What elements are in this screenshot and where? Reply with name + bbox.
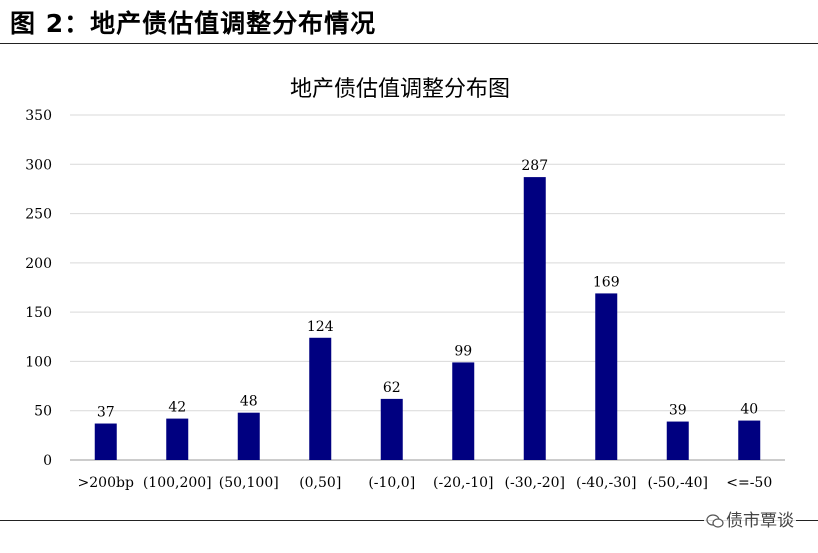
bar (166, 418, 189, 460)
bar (94, 423, 117, 460)
bar (666, 421, 689, 460)
y-tick-label: 50 (34, 404, 52, 420)
x-tick-label: (100,200] (143, 475, 212, 491)
x-tick-label: (-30,-20] (505, 475, 565, 491)
data-label: 48 (240, 394, 258, 410)
bar (452, 362, 475, 460)
bar (380, 398, 403, 460)
data-labels: 37 42 48 124 62 99 287 169 39 40 (97, 158, 758, 420)
watermark-text: 债市覃谈 (726, 511, 794, 531)
bar (309, 337, 332, 460)
data-label: 37 (97, 405, 115, 421)
x-tick-label: (-10,0] (368, 475, 415, 491)
data-label: 124 (307, 319, 334, 335)
y-axis-ticks: 0 50 100 150 200 250 300 350 (25, 108, 52, 469)
top-rule (0, 43, 818, 44)
data-label: 99 (454, 343, 472, 359)
y-tick-label: 0 (43, 453, 52, 469)
wechat-icon (706, 514, 724, 528)
chart-title: 地产债估值调整分布图 (290, 77, 510, 102)
y-tick-label: 150 (25, 305, 52, 321)
x-tick-label: >200bp (78, 475, 134, 491)
bar (237, 412, 260, 460)
data-label: 39 (669, 403, 687, 419)
y-tick-label: 350 (25, 108, 52, 124)
bar-chart: 地产债估值调整分布图 0 50 100 150 200 250 300 350 37 42 48 1… (25, 77, 785, 491)
x-axis-ticks: >200bp (100,200] (50,100] (0,50] (-10,0] (-20… (78, 475, 773, 491)
x-tick-label: (-20,-10] (433, 475, 493, 491)
data-label: 42 (168, 400, 186, 416)
bottom-rule (0, 520, 818, 521)
figure-title: 图 2：地产债估值调整分布情况 (10, 9, 377, 38)
y-tick-label: 300 (25, 157, 52, 173)
bar (595, 293, 618, 460)
y-tick-label: 100 (25, 354, 52, 370)
y-tick-label: 250 (25, 207, 52, 223)
bars (94, 177, 761, 460)
x-tick-label: <=-50 (726, 475, 772, 491)
bar (738, 420, 761, 460)
data-label: 40 (740, 402, 758, 418)
x-tick-label: (-50,-40] (648, 475, 708, 491)
data-label: 287 (521, 158, 548, 174)
y-tick-label: 200 (25, 256, 52, 272)
bar (523, 177, 546, 460)
watermark: 债市覃谈 (704, 506, 796, 531)
x-tick-label: (0,50] (299, 475, 341, 491)
x-tick-label: (50,100] (219, 475, 279, 491)
data-label: 62 (383, 380, 401, 396)
data-label: 169 (593, 274, 620, 290)
gridlines (70, 114, 785, 461)
x-tick-label: (-40,-30] (576, 475, 636, 491)
